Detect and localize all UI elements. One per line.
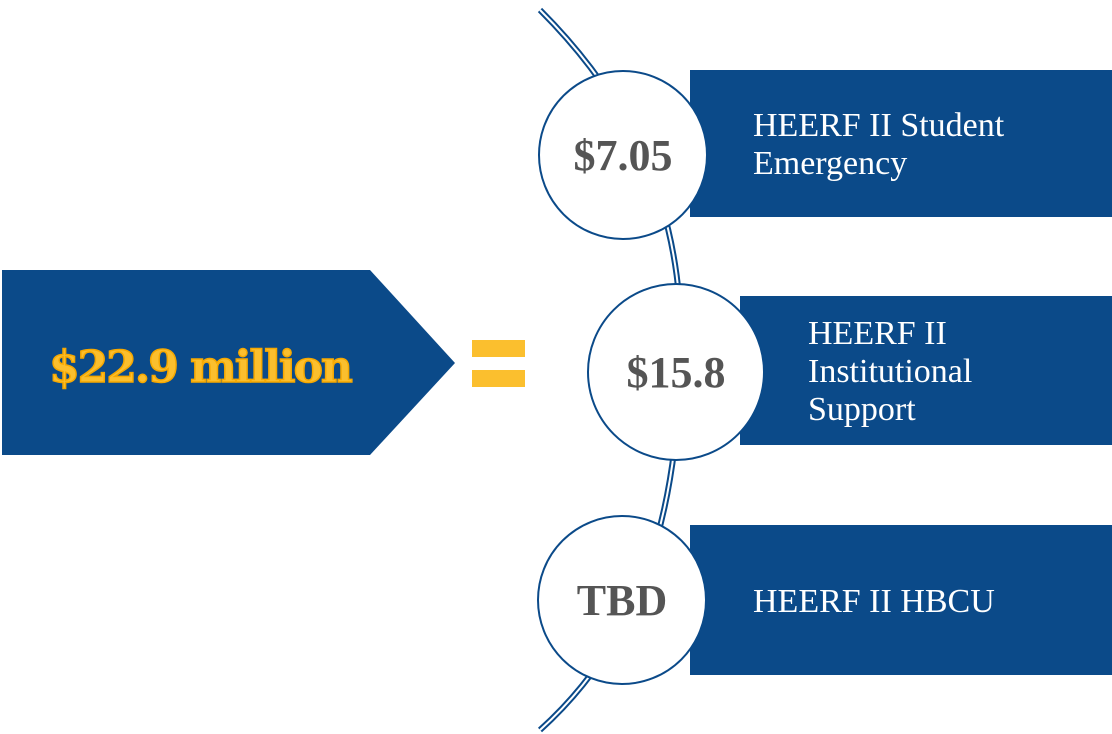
item-label: HEERF II Student Emergency bbox=[753, 107, 1005, 182]
item-circle bbox=[587, 283, 765, 461]
item-box bbox=[740, 296, 1112, 445]
item-value: $7.05 bbox=[574, 131, 673, 180]
total-arrow bbox=[2, 270, 455, 455]
item-box bbox=[690, 70, 1112, 217]
item-label-line: HEERF II bbox=[808, 315, 947, 352]
item-label: HEERF II HBCU bbox=[753, 583, 995, 620]
item-label-line: Institutional bbox=[808, 353, 972, 390]
item-label-line: HEERF II HBCU bbox=[753, 583, 995, 620]
item-value: $15.8 bbox=[627, 348, 726, 397]
item-value: TBD bbox=[577, 576, 667, 625]
item-label-line: Emergency bbox=[753, 145, 907, 182]
total: $22.9 million bbox=[49, 342, 352, 393]
equals-bar bbox=[472, 340, 525, 357]
item-label-line: HEERF II Student bbox=[753, 107, 1005, 144]
equals-bar bbox=[472, 370, 525, 387]
item-box bbox=[690, 525, 1112, 675]
item-circle bbox=[537, 515, 707, 685]
item-label: HEERF II Institutional Support bbox=[808, 315, 972, 428]
item-circle bbox=[538, 70, 708, 240]
item-label-line: Support bbox=[808, 391, 916, 428]
